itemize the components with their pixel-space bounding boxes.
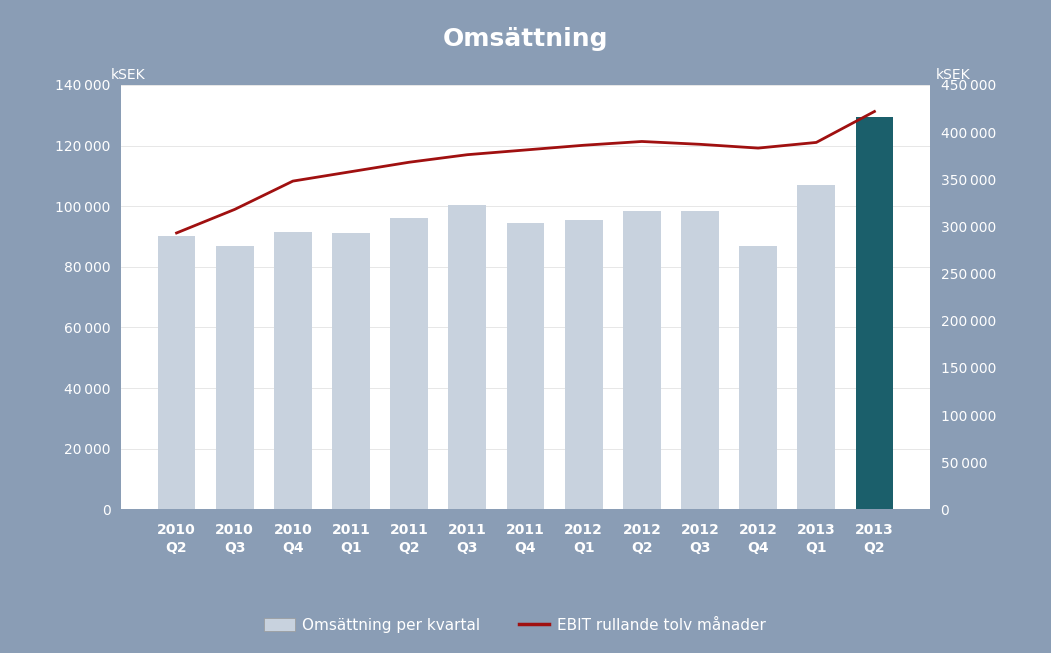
Text: kSEK: kSEK — [935, 68, 970, 82]
Legend: Omsättning per kvartal, EBIT rullande tolv månader: Omsättning per kvartal, EBIT rullande to… — [259, 612, 771, 639]
Title: Omsättning: Omsättning — [442, 27, 609, 51]
Bar — [390, 218, 428, 509]
Bar — [507, 223, 544, 509]
Bar — [739, 246, 777, 509]
Bar — [623, 211, 661, 509]
Bar — [449, 204, 487, 509]
Bar — [856, 117, 893, 509]
Bar — [681, 211, 719, 509]
Bar — [215, 246, 253, 509]
Bar — [332, 233, 370, 509]
Text: kSEK: kSEK — [110, 68, 145, 82]
Bar — [158, 236, 195, 509]
Bar — [274, 232, 312, 509]
Bar — [564, 220, 602, 509]
Bar — [798, 185, 836, 509]
